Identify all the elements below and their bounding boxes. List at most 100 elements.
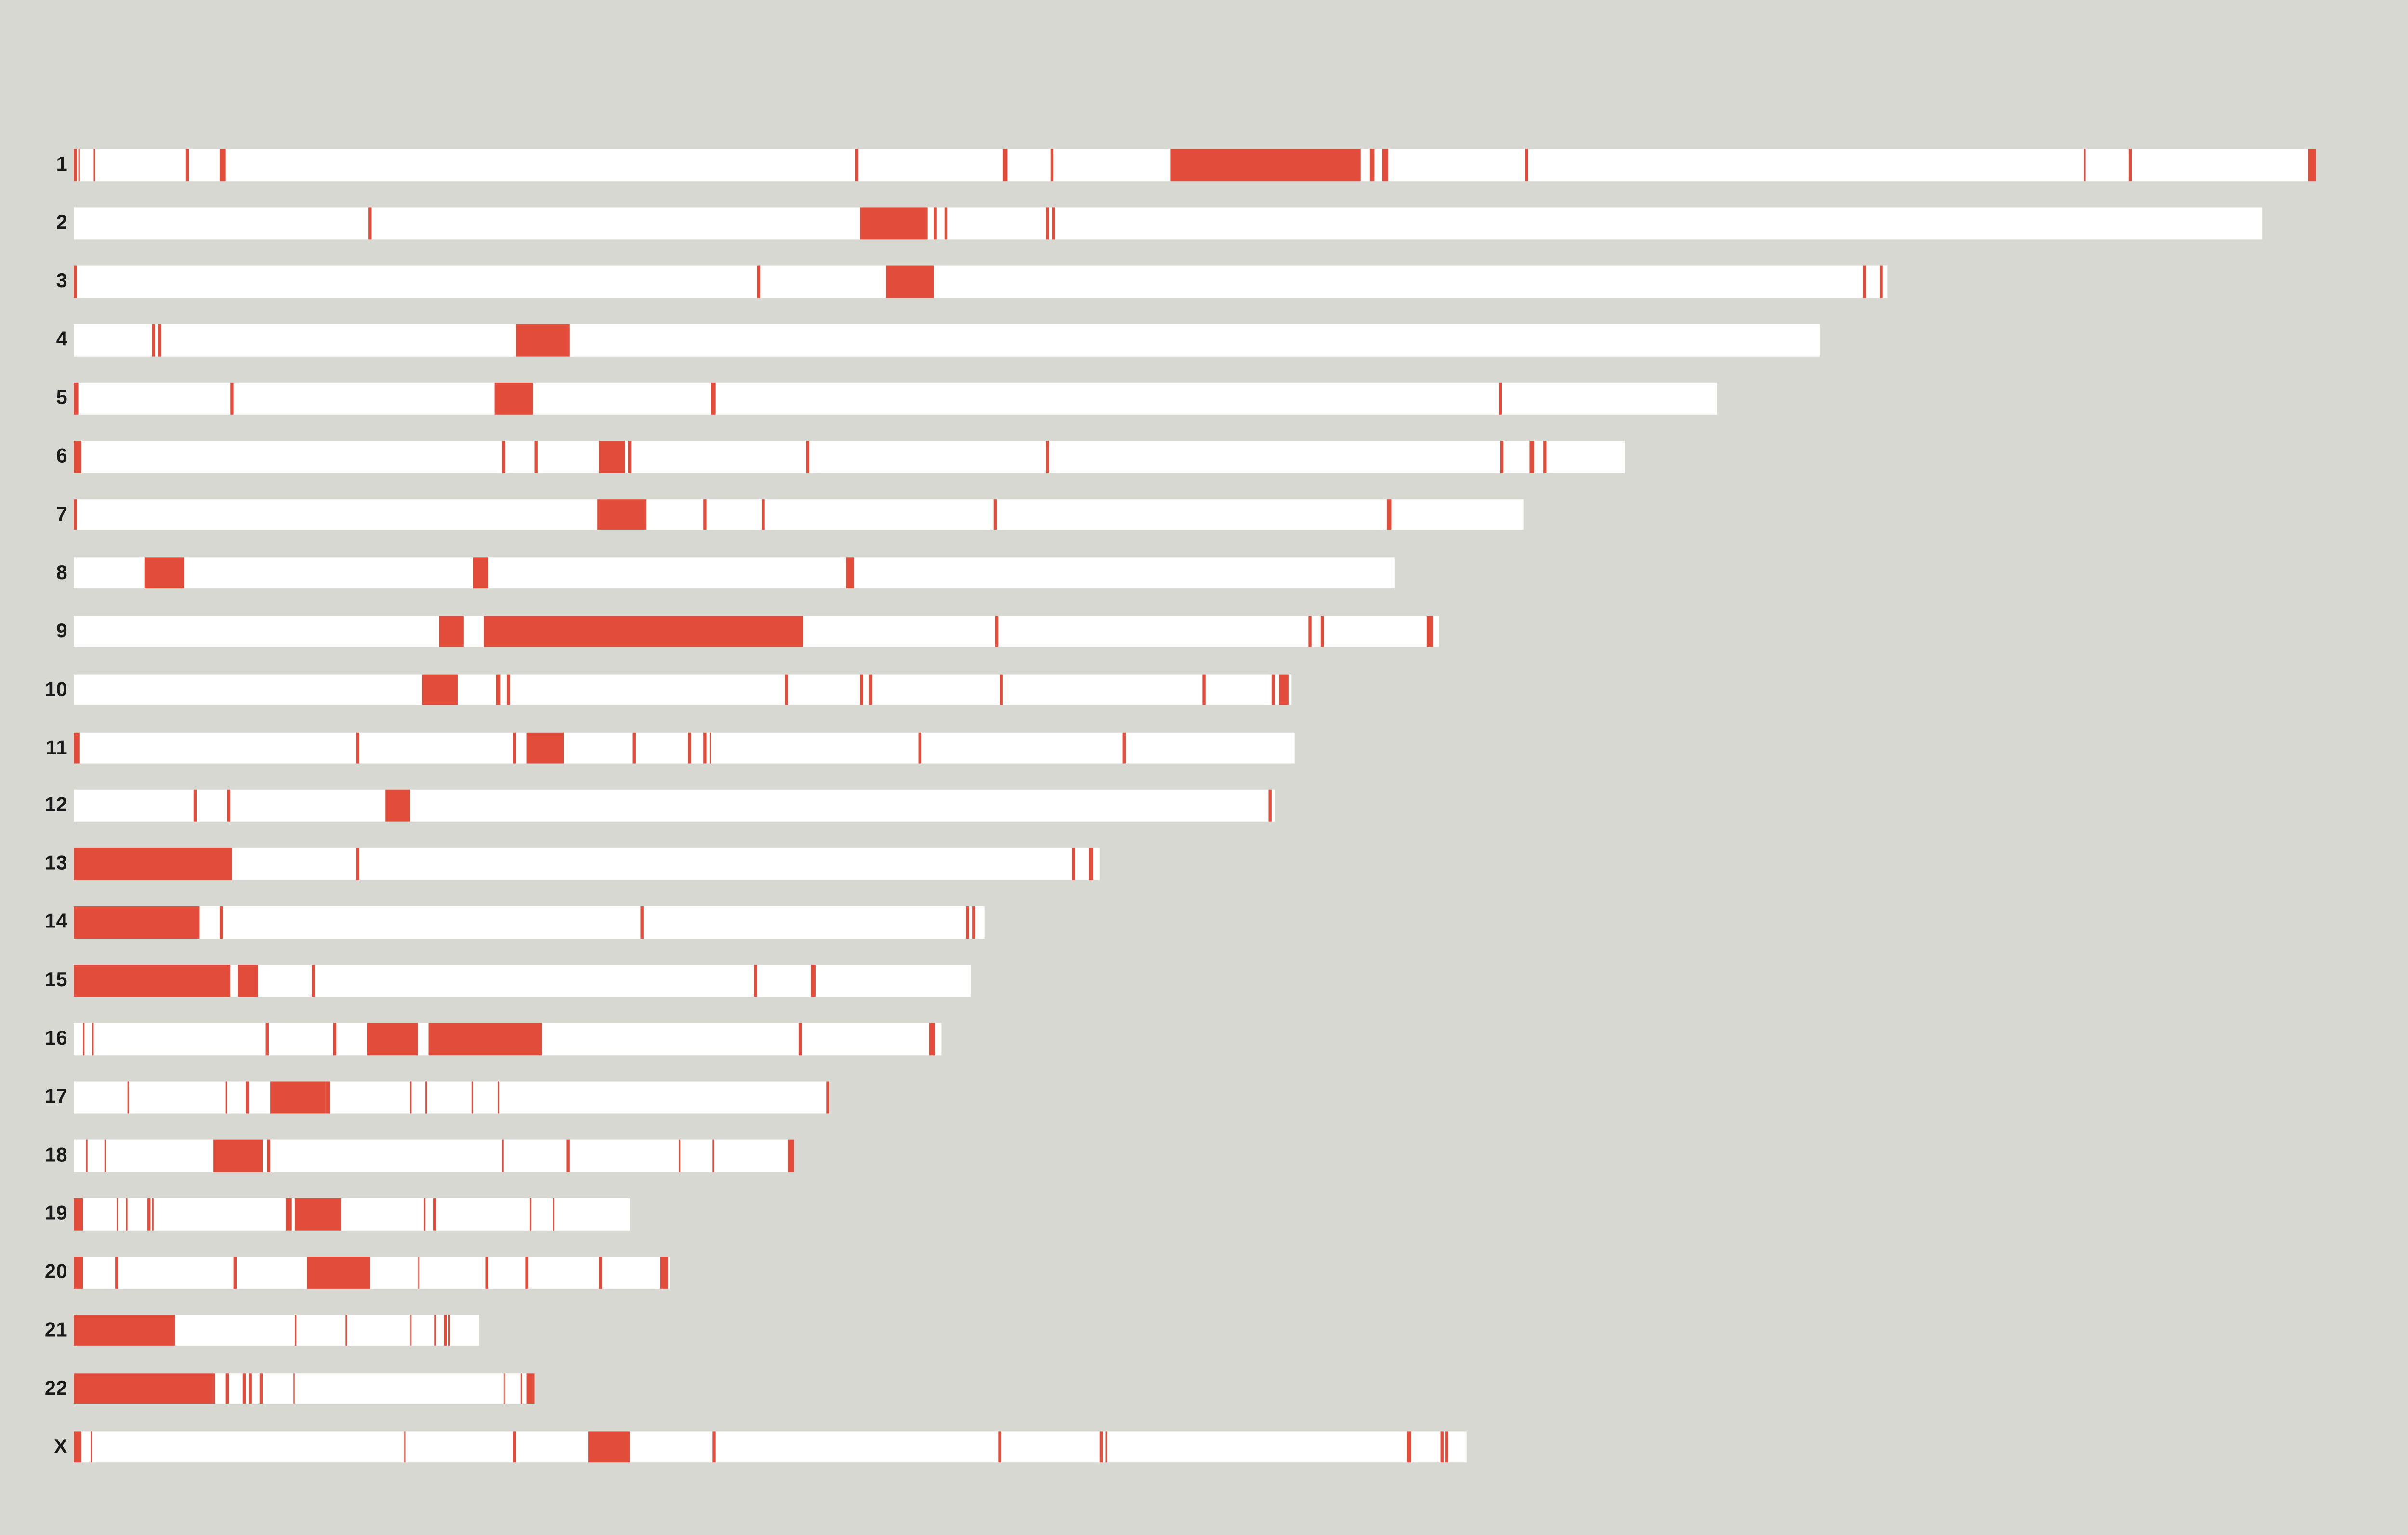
marker-segment	[934, 207, 937, 239]
marker-segment	[998, 1431, 1001, 1463]
marker-segment	[295, 1314, 297, 1347]
marker-segment	[929, 1023, 935, 1055]
marker-segment	[1308, 615, 1311, 648]
marker-segment	[158, 324, 161, 356]
marker-segment	[434, 1314, 437, 1347]
marker-segment	[628, 440, 631, 473]
marker-segment	[762, 499, 765, 531]
chromosome-row: 15	[0, 965, 971, 997]
marker-segment	[632, 732, 635, 764]
marker-segment	[703, 499, 706, 531]
marker-segment	[295, 1198, 342, 1230]
chromosome-bar	[74, 149, 2316, 181]
marker-segment	[502, 440, 505, 473]
chromosome-label: 14	[44, 910, 68, 933]
marker-segment	[418, 1256, 420, 1288]
marker-segment	[425, 1081, 428, 1113]
marker-segment	[293, 1373, 295, 1405]
chromosome-bar	[74, 1431, 1467, 1463]
chromosome-row: 9	[0, 615, 1439, 648]
marker-segment	[788, 1139, 794, 1172]
marker-segment	[516, 324, 570, 356]
marker-segment	[74, 732, 80, 764]
marker-segment	[225, 1373, 228, 1405]
chromosome-row: 21	[0, 1314, 479, 1347]
chromosome-row: 8	[0, 557, 1395, 589]
marker-segment	[494, 382, 533, 414]
marker-segment	[529, 1198, 532, 1230]
marker-segment	[688, 732, 691, 764]
marker-segment	[74, 848, 232, 880]
chromosome-bar	[74, 265, 1888, 298]
chromosome-label: 7	[56, 502, 68, 525]
chromosome-row: 3	[0, 265, 1888, 298]
marker-segment	[1000, 674, 1002, 706]
chromosome-bar	[74, 499, 1524, 531]
marker-segment	[115, 1256, 118, 1288]
chromosome-row: 7	[0, 499, 1524, 531]
chromosome-label: 2	[56, 211, 68, 234]
marker-segment	[74, 965, 231, 997]
marker-segment	[428, 1023, 542, 1055]
marker-segment	[213, 1139, 263, 1172]
chromosome-bar	[74, 965, 971, 997]
chromosome-bar	[74, 382, 1717, 414]
chromosome-label: 19	[44, 1201, 68, 1224]
marker-segment	[520, 1373, 522, 1405]
marker-segment	[640, 906, 643, 939]
chromosome-label: 16	[44, 1026, 68, 1049]
chromosome-bar	[74, 207, 2263, 239]
marker-segment	[1445, 1431, 1447, 1463]
marker-segment	[1122, 732, 1125, 764]
marker-segment	[993, 499, 996, 531]
marker-segment	[404, 1431, 406, 1463]
chromosome-label: 11	[46, 735, 68, 758]
marker-segment	[846, 557, 854, 589]
marker-segment	[825, 1081, 829, 1113]
marker-segment	[712, 1431, 715, 1463]
chromosome-bar	[74, 732, 1295, 764]
marker-segment	[513, 732, 515, 764]
marker-segment	[74, 499, 76, 531]
chromosome-row: 13	[0, 848, 1100, 880]
chromosome-bar	[74, 848, 1100, 880]
chromosome-label: 12	[44, 793, 68, 817]
marker-segment	[410, 1314, 412, 1347]
chromosome-row: 20	[0, 1256, 670, 1288]
marker-segment	[597, 499, 647, 531]
chromosome-row: 2	[0, 207, 2263, 239]
chromosome-row: 17	[0, 1081, 829, 1113]
marker-segment	[526, 1373, 534, 1405]
marker-segment	[1529, 440, 1535, 473]
chromosome-bar	[74, 440, 1625, 473]
chromosome-label: 22	[44, 1376, 68, 1399]
marker-segment	[1320, 615, 1323, 648]
marker-segment	[368, 207, 371, 239]
marker-segment	[513, 1431, 515, 1463]
marker-segment	[806, 440, 809, 473]
marker-segment	[785, 674, 787, 706]
marker-segment	[703, 732, 706, 764]
marker-segment	[1202, 674, 1206, 706]
chromosome-row: 12	[0, 790, 1275, 822]
chromosome-bar	[74, 1373, 535, 1405]
marker-segment	[754, 965, 757, 997]
chromosome-bar	[74, 615, 1439, 648]
marker-segment	[238, 965, 258, 997]
marker-segment	[811, 965, 816, 997]
marker-segment	[1525, 149, 1528, 181]
marker-segment	[2128, 149, 2132, 181]
chromosome-label: 17	[44, 1085, 68, 1108]
marker-segment	[193, 790, 196, 822]
marker-segment	[1500, 440, 1503, 473]
marker-segment	[74, 265, 77, 298]
chromosome-label: 6	[56, 443, 68, 467]
chromosome-label: 20	[44, 1259, 68, 1283]
chromosome-row: 4	[0, 324, 1820, 356]
marker-segment	[473, 557, 488, 589]
marker-segment	[507, 674, 509, 706]
marker-segment	[233, 1256, 237, 1288]
marker-segment	[757, 265, 761, 298]
chromosome-label: 3	[56, 269, 68, 292]
marker-segment	[1050, 149, 1053, 181]
